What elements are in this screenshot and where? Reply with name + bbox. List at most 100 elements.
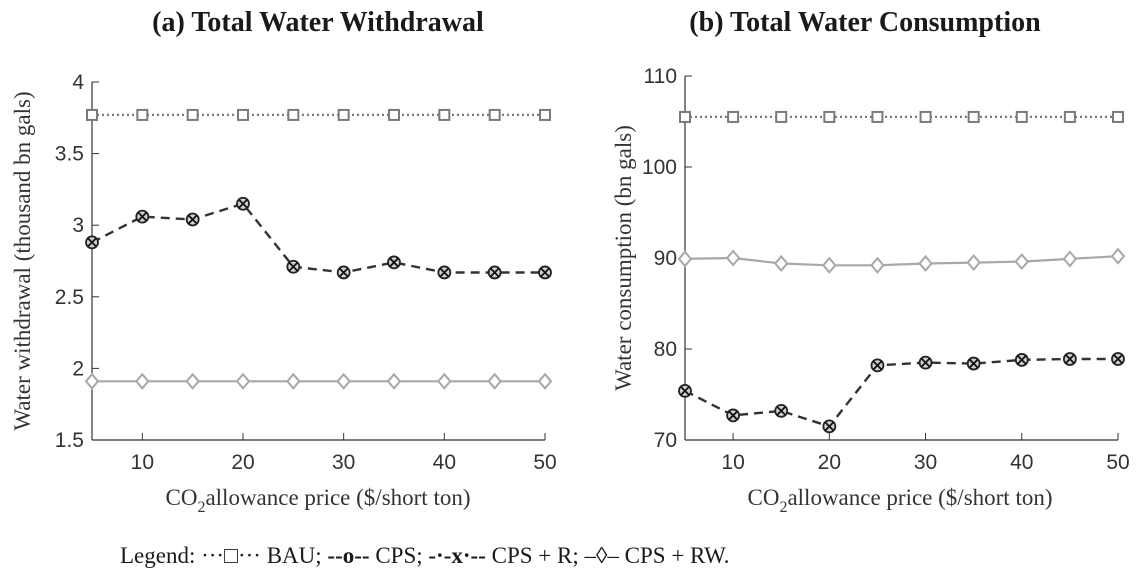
marker-x: [137, 211, 147, 222]
data-point-square: [287, 108, 300, 121]
data-point-square: [871, 110, 884, 123]
y-tick-label: 100: [642, 156, 677, 179]
marker-x: [1113, 354, 1123, 364]
panel-consumption: (b) Total Water Consumption 70 80 90 100 110…: [611, 7, 1130, 516]
legend: Legend: ···□··· BAU; --o-- CPS; -·-x·-- …: [120, 543, 729, 568]
x-axis-label: CO2allowance price ($/short ton): [748, 485, 1053, 516]
legend-symbol-cps-rw: –◊–: [584, 543, 620, 568]
plot-area: [677, 110, 1126, 434]
data-point-circle-x: [387, 255, 401, 270]
marker-x: [872, 360, 883, 371]
data-point-circle-x: [774, 403, 789, 418]
data-point-square: [488, 108, 501, 121]
legend-symbol-bau: ···□···: [201, 543, 261, 568]
data-point-circle-x: [726, 408, 741, 423]
y-tick-label: 1.5: [55, 429, 84, 452]
x-tick-label: 30: [914, 451, 937, 474]
y-tick-label: 2.5: [55, 286, 84, 309]
data-point-diamond: [966, 254, 981, 272]
data-point-square: [823, 110, 836, 123]
y-tick-label: 90: [654, 247, 677, 270]
data-point-circle-x: [822, 419, 837, 434]
marker-x: [969, 358, 979, 369]
data-point-diamond: [487, 372, 502, 390]
x-ticks: 10 20 30 40 50: [131, 433, 557, 474]
data-point-circle-x: [678, 383, 692, 398]
marker-x: [87, 237, 97, 248]
data-point-diamond: [1014, 253, 1030, 271]
data-point-square: [539, 108, 551, 121]
y-ticks: 1.5 2 2.5 3 3.5 4: [55, 71, 99, 452]
data-point-square: [86, 108, 98, 121]
marker-x: [1065, 354, 1075, 364]
series-line: [684, 255, 1119, 267]
data-point-diamond: [773, 254, 789, 272]
x-tick-label: 30: [332, 451, 355, 474]
data-point-circle-x: [538, 265, 552, 280]
data-point-circle-x: [336, 265, 351, 280]
data-point-circle-x: [185, 212, 200, 227]
data-point-diamond: [235, 372, 251, 390]
data-point-diamond: [822, 256, 837, 274]
x-tick-label: 10: [131, 451, 154, 474]
x-tick-label: 50: [1106, 451, 1129, 474]
series-line: [684, 357, 1118, 428]
data-point-square: [1112, 110, 1124, 123]
x-tick-label: 10: [721, 451, 744, 474]
legend-label-bau: BAU;: [261, 543, 327, 568]
data-point-circle-x: [437, 265, 452, 280]
data-point-diamond: [185, 372, 200, 390]
data-point-square: [136, 108, 149, 121]
data-point-square: [337, 108, 350, 121]
legend-label-cps-r: CPS + R;: [486, 543, 585, 568]
plot-area: [84, 108, 553, 390]
marker-x: [188, 214, 198, 225]
marker-x: [1017, 355, 1027, 365]
y-ticks: 70 80 90 100 110: [642, 65, 692, 452]
marker-x: [439, 267, 449, 278]
marker-x: [728, 410, 738, 421]
marker-x: [238, 199, 248, 209]
legend-label-cps-rw: CPS + RW.: [619, 543, 730, 568]
data-point-square: [967, 110, 980, 123]
x-axis-label: CO2allowance price ($/short ton): [166, 485, 471, 516]
data-point-circle-x: [487, 265, 502, 280]
y-tick-label: 110: [644, 65, 677, 88]
data-point-diamond: [870, 256, 885, 274]
legend-lead: Legend:: [120, 543, 201, 568]
data-point-diamond: [135, 372, 150, 390]
legend-symbol-cps: --o--: [327, 543, 369, 568]
x-tick-label: 50: [533, 451, 556, 474]
x-ticks: 10 20 30 40 50: [721, 433, 1130, 474]
series-line: [91, 202, 545, 274]
data-point-circle-x: [286, 259, 301, 274]
data-point-circle-x: [918, 355, 933, 370]
data-point-square: [727, 110, 740, 123]
marker-x: [680, 386, 690, 396]
marker-x: [389, 257, 399, 268]
data-point-diamond: [677, 250, 693, 268]
marker-x: [540, 267, 550, 278]
y-tick-label: 3.5: [55, 143, 84, 166]
marker-x: [920, 358, 931, 368]
data-point-square: [388, 108, 400, 121]
legend-symbol-cps-r: -·-x·--: [428, 543, 485, 568]
y-axis-label: Water withdrawal (thousand bn gals): [10, 91, 35, 430]
data-point-circle-x: [1111, 352, 1125, 366]
x-tick-label: 20: [818, 451, 841, 474]
data-point-circle-x: [236, 196, 250, 211]
data-point-circle-x: [1062, 352, 1077, 366]
data-point-diamond: [1110, 247, 1126, 265]
data-point-square: [1015, 110, 1028, 123]
data-point-square: [186, 108, 199, 121]
marker-x: [824, 421, 834, 431]
panel-title: (a) Total Water Withdrawal: [152, 7, 484, 38]
data-point-diamond: [437, 372, 452, 390]
y-axis-label: Water consumption (bn gals): [611, 125, 636, 391]
y-tick-label: 4: [72, 71, 84, 94]
data-point-diamond: [336, 372, 351, 390]
data-point-square: [919, 110, 932, 123]
data-point-circle-x: [870, 358, 885, 373]
data-point-diamond: [537, 372, 553, 390]
y-tick-label: 80: [654, 338, 677, 361]
